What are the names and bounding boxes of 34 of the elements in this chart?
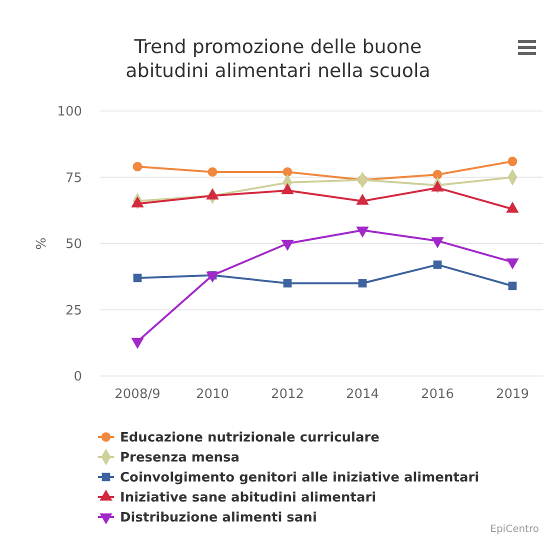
y-tick-label: 0 [74, 370, 82, 385]
point [508, 156, 518, 166]
point [281, 240, 294, 251]
point [283, 279, 292, 288]
text: EpiCentro [490, 524, 539, 535]
point [132, 162, 142, 172]
point [131, 338, 144, 349]
point [508, 282, 517, 290]
x-tick-label: 2010 [196, 387, 230, 402]
point [133, 274, 142, 282]
y-tick-label: 75 [65, 170, 82, 186]
point [282, 167, 292, 177]
y-tick-label: 25 [65, 303, 82, 318]
legend-label: Educazione nutrizionale curriculare [120, 430, 380, 446]
point [433, 260, 442, 269]
point [206, 272, 219, 283]
y-tick-label: 50 [65, 237, 82, 252]
chart-title: Trend promozione delle buone abitudini alimentari nella scuola [126, 36, 430, 82]
x-tick-label: 2012 [270, 387, 304, 402]
legend-label: Coinvolgimento genitori alle iniziative alimentari [120, 470, 480, 486]
point [358, 279, 367, 288]
y-axis-title: % [34, 237, 50, 250]
y-tick-label: 100 [57, 104, 82, 120]
legend-label: Presenza mensa [120, 450, 240, 466]
x-tick-label: 2008/9 [114, 387, 160, 402]
point [208, 167, 218, 177]
x-tick-label: 2014 [346, 387, 380, 402]
legend-label: Distribuzione alimenti sani [120, 510, 317, 526]
legend-label: Iniziative sane abitudini alimentari [120, 490, 376, 506]
point [506, 258, 519, 270]
point [431, 237, 444, 248]
point [432, 170, 442, 180]
x-tick-label: 2019 [496, 387, 530, 402]
x-tick-label: 2016 [420, 387, 454, 402]
